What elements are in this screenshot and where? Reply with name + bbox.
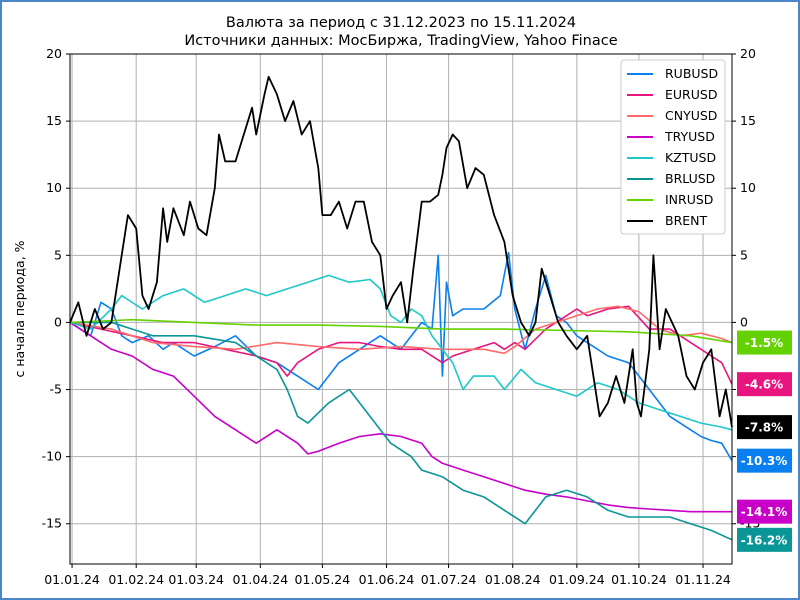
x-tick-label: 01.05.24 [295, 572, 351, 587]
final-badge-label-tryusd: -14.1% [741, 505, 788, 519]
x-tick-label: 01.10.24 [611, 572, 667, 587]
y-tick-label-left: 0 [54, 314, 62, 329]
x-tick-label: 01.03.24 [168, 572, 224, 587]
y-tick-label-right: 0 [740, 314, 748, 329]
final-badge-label-eurusd: -4.6% [745, 378, 783, 392]
y-tick-label-right: 20 [740, 46, 756, 61]
left-y-ticks: -15 -10 -5 0 5 10 15 20 [42, 46, 70, 531]
series-line-cnyusd [69, 305, 733, 355]
series-line-kztusd [69, 274, 733, 431]
series-lines [69, 75, 733, 541]
final-badge-label-brent: -7.8% [745, 421, 783, 435]
y-axis-label: с начала периода, % [12, 240, 27, 377]
y-tick-label-left: 5 [54, 247, 62, 262]
x-tick-label: 01.07.24 [421, 572, 477, 587]
x-tick-label: 01.11.24 [675, 572, 731, 587]
final-badge-brlusd [737, 527, 792, 552]
series-line-inrusd [69, 318, 733, 344]
legend-label-brlusd: BRLUSD [665, 171, 715, 186]
legend-label-tryusd: TRYUSD [664, 129, 715, 144]
chart-title-line2: Источники данных: МосБиржа, TradingView,… [184, 33, 617, 49]
x-tick-label: 01.06.24 [359, 572, 415, 587]
plot-area [69, 53, 733, 565]
legend-label-rubusd: RUBUSD [665, 66, 718, 81]
legend-box [620, 59, 726, 235]
final-badge-label-rubusd: -10.3% [741, 454, 788, 468]
y-tick-label-right: 5 [740, 247, 748, 262]
series-line-tryusd [69, 321, 732, 513]
legend-label-inrusd: INRUSD [665, 192, 713, 207]
legend-label-kztusd: KZTUSD [665, 150, 716, 165]
y-tick-label-left: -15 [42, 516, 62, 531]
y-tick-label-left: 20 [46, 46, 62, 61]
final-badge-label-inrusd: -1.5% [745, 336, 783, 350]
y-tick-label-left: 15 [46, 113, 62, 128]
legend-label-brent: BRENT [665, 213, 708, 228]
x-tick-label: 01.04.24 [232, 572, 288, 587]
series-line-brent [69, 75, 733, 428]
x-tick-label: 01.02.24 [108, 572, 164, 587]
final-badge-rubusd [737, 448, 792, 473]
chart-title-line1: Валюта за период с 31.12.2023 по 15.11.2… [226, 15, 576, 31]
final-badge-tryusd [737, 499, 792, 524]
final-badge-label-brlusd: -16.2% [741, 533, 788, 547]
final-badge-brent [737, 415, 792, 440]
final-value-badges: -10.3% -4.6% -14.1% -16.2% -1.5% -7.8% [737, 330, 792, 552]
y-tick-label-left: 10 [46, 180, 62, 195]
legend: RUBUSD EURUSD CNYUSD TRYUSD KZTUSD BRLUSD INRU… [620, 59, 726, 235]
x-tick-label: 01.01.24 [44, 572, 100, 587]
y-tick-label-left: -5 [50, 382, 62, 397]
legend-label-eurusd: EURUSD [665, 87, 717, 102]
x-ticks: 01.01.24 01.02.24 01.03.24 01.04.24 01.05.24… [44, 564, 731, 587]
series-line-brlusd [70, 321, 733, 541]
y-tick-label-right: 10 [740, 180, 756, 195]
final-badge-inrusd [737, 330, 792, 355]
y-tick-label-left: -10 [42, 449, 62, 464]
y-tick-label-right: 15 [740, 113, 756, 128]
x-tick-label: 01.08.24 [485, 572, 541, 587]
legend-label-cnyusd: CNYUSD [665, 108, 717, 123]
x-tick-label: 01.09.24 [549, 572, 605, 587]
final-badge-eurusd [737, 372, 792, 397]
